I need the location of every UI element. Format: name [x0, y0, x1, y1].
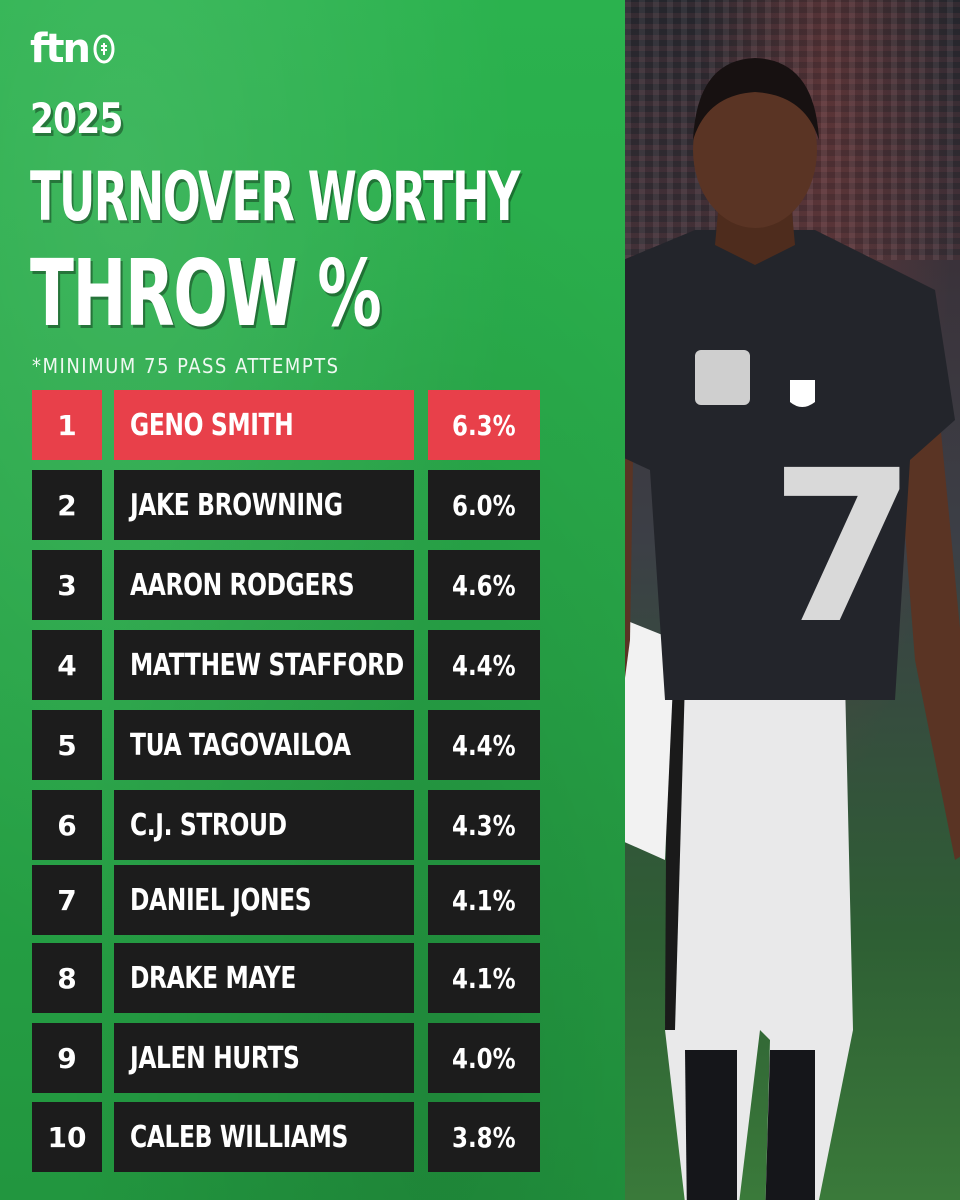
player-name: DANIEL JONES	[130, 882, 312, 918]
ranking-row: 8 DRAKE MAYE 4.1%	[32, 943, 540, 1013]
ranking-row: 3 AARON RODGERS 4.6%	[32, 550, 540, 620]
logo-text: ftn	[30, 26, 91, 72]
stat-value: 4.4%	[452, 728, 516, 762]
rank-number: 8	[32, 943, 102, 1013]
headline-title-line2: THROW %	[30, 240, 382, 347]
player-name: GENO SMITH	[130, 407, 294, 443]
player-name-cell: MATTHEW STAFFORD	[114, 630, 414, 700]
stat-value: 6.3%	[452, 408, 516, 442]
player-name-cell: JAKE BROWNING	[114, 470, 414, 540]
player-name-cell: DRAKE MAYE	[114, 943, 414, 1013]
jersey-number: 7	[770, 425, 916, 670]
stat-cell: 6.3%	[428, 390, 540, 460]
player-name-cell: GENO SMITH	[114, 390, 414, 460]
player-name-cell: C.J. STROUD	[114, 790, 414, 860]
player-name: C.J. STROUD	[130, 807, 287, 843]
headline-year: 2025	[30, 94, 123, 143]
stat-cell: 3.8%	[428, 1102, 540, 1172]
rank-number: 10	[32, 1102, 102, 1172]
player-name: JALEN HURTS	[130, 1040, 300, 1076]
player-name-cell: JALEN HURTS	[114, 1023, 414, 1093]
stat-value: 4.3%	[452, 808, 516, 842]
stat-value: 4.0%	[452, 1041, 516, 1075]
player-name-cell: CALEB WILLIAMS	[114, 1102, 414, 1172]
player-name: MATTHEW STAFFORD	[130, 647, 404, 683]
stat-cell: 4.4%	[428, 630, 540, 700]
rank-number: 1	[32, 390, 102, 460]
player-name: TUA TAGOVAILOA	[130, 727, 351, 763]
stat-cell: 4.1%	[428, 865, 540, 935]
stat-value: 4.6%	[452, 568, 516, 602]
player-name: JAKE BROWNING	[130, 487, 343, 523]
rank-number: 7	[32, 865, 102, 935]
ranking-row: 2 JAKE BROWNING 6.0%	[32, 470, 540, 540]
rank-number: 2	[32, 470, 102, 540]
player-name-cell: DANIEL JONES	[114, 865, 414, 935]
player-photo: 7 7	[625, 0, 960, 1200]
ftn-logo: ftn	[30, 26, 115, 72]
sleeve-number: 7	[625, 332, 630, 406]
ranking-row: 1 GENO SMITH 6.3%	[32, 390, 540, 460]
ranking-row: 7 DANIEL JONES 4.1%	[32, 865, 540, 935]
ranking-row: 5 TUA TAGOVAILOA 4.4%	[32, 710, 540, 780]
rank-number: 5	[32, 710, 102, 780]
player-name: CALEB WILLIAMS	[130, 1119, 348, 1155]
stat-value: 4.1%	[452, 883, 516, 917]
quarterback-figure: 7 7	[625, 58, 960, 1200]
rank-number: 6	[32, 790, 102, 860]
stat-cell: 4.4%	[428, 710, 540, 780]
ranking-row: 6 C.J. STROUD 4.3%	[32, 790, 540, 860]
stat-value: 4.4%	[452, 648, 516, 682]
player-name-cell: TUA TAGOVAILOA	[114, 710, 414, 780]
stat-cell: 4.3%	[428, 790, 540, 860]
rank-number: 9	[32, 1023, 102, 1093]
rank-number: 3	[32, 550, 102, 620]
stat-value: 3.8%	[452, 1120, 516, 1154]
stat-value: 4.1%	[452, 961, 516, 995]
stat-cell: 6.0%	[428, 470, 540, 540]
stat-value: 6.0%	[452, 488, 516, 522]
ranking-row: 4 MATTHEW STAFFORD 4.4%	[32, 630, 540, 700]
stat-cell: 4.1%	[428, 943, 540, 1013]
minimum-attempts-note: *MINIMUM 75 PASS ATTEMPTS	[32, 354, 340, 378]
stat-cell: 4.6%	[428, 550, 540, 620]
player-name: AARON RODGERS	[130, 567, 355, 603]
stat-cell: 4.0%	[428, 1023, 540, 1093]
player-name: DRAKE MAYE	[130, 960, 297, 996]
football-icon	[93, 34, 115, 64]
player-name-cell: AARON RODGERS	[114, 550, 414, 620]
ranking-row: 9 JALEN HURTS 4.0%	[32, 1023, 540, 1093]
headline-title-line1: TURNOVER WORTHY	[30, 158, 520, 237]
rank-number: 4	[32, 630, 102, 700]
ranking-row: 10 CALEB WILLIAMS 3.8%	[32, 1102, 540, 1172]
